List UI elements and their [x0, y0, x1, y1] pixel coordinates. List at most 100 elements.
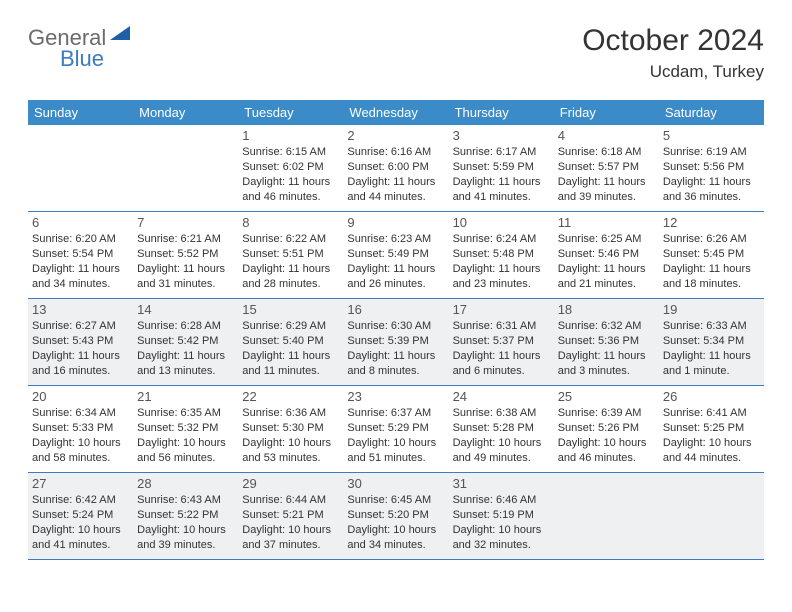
sunset-text: Sunset: 5:52 PM [137, 247, 234, 262]
daylight-text: Daylight: 11 hours and 21 minutes. [558, 262, 655, 292]
day-number: 25 [558, 389, 655, 404]
daylight-text: Daylight: 10 hours and 51 minutes. [347, 436, 444, 466]
day-info: Sunrise: 6:33 AMSunset: 5:34 PMDaylight:… [663, 319, 760, 378]
daylight-text: Daylight: 11 hours and 13 minutes. [137, 349, 234, 379]
sunset-text: Sunset: 5:59 PM [453, 160, 550, 175]
day-cell [554, 473, 659, 559]
sunrise-text: Sunrise: 6:46 AM [453, 493, 550, 508]
day-number: 29 [242, 476, 339, 491]
day-cell [133, 125, 238, 211]
day-number: 30 [347, 476, 444, 491]
day-info: Sunrise: 6:35 AMSunset: 5:32 PMDaylight:… [137, 406, 234, 465]
sunset-text: Sunset: 5:19 PM [453, 508, 550, 523]
calendar-page: General Blue October 2024 Ucdam, Turkey … [0, 0, 792, 584]
sunrise-text: Sunrise: 6:43 AM [137, 493, 234, 508]
weekday-header: Sunday [28, 100, 133, 125]
daylight-text: Daylight: 11 hours and 34 minutes. [32, 262, 129, 292]
day-number: 16 [347, 302, 444, 317]
sunset-text: Sunset: 5:48 PM [453, 247, 550, 262]
day-info: Sunrise: 6:39 AMSunset: 5:26 PMDaylight:… [558, 406, 655, 465]
daylight-text: Daylight: 11 hours and 18 minutes. [663, 262, 760, 292]
day-number: 24 [453, 389, 550, 404]
logo-triangle-icon [110, 24, 130, 45]
day-info: Sunrise: 6:31 AMSunset: 5:37 PMDaylight:… [453, 319, 550, 378]
day-cell: 3Sunrise: 6:17 AMSunset: 5:59 PMDaylight… [449, 125, 554, 211]
day-cell: 19 Sunrise: 6:33 AMSunset: 5:34 PMDayligh… [659, 299, 764, 385]
sunrise-text: Sunrise: 6:27 AM [32, 319, 129, 334]
day-number: 20 [32, 389, 129, 404]
day-cell: 30Sunrise: 6:45 AMSunset: 5:20 PMDayligh… [343, 473, 448, 559]
daylight-text: Daylight: 11 hours and 41 minutes. [453, 175, 550, 205]
daylight-text: Daylight: 10 hours and 39 minutes. [137, 523, 234, 553]
sunset-text: Sunset: 5:33 PM [32, 421, 129, 436]
sunset-text: Sunset: 5:36 PM [558, 334, 655, 349]
day-number: 6 [32, 215, 129, 230]
day-info: Sunrise: 6:28 AMSunset: 5:42 PMDaylight:… [137, 319, 234, 378]
day-info: Sunrise: 6:41 AMSunset: 5:25 PMDaylight:… [663, 406, 760, 465]
page-header: General Blue October 2024 Ucdam, Turkey [28, 24, 764, 82]
daylight-text: Daylight: 10 hours and 53 minutes. [242, 436, 339, 466]
sunset-text: Sunset: 5:21 PM [242, 508, 339, 523]
day-info: Sunrise: 6:32 AMSunset: 5:36 PMDaylight:… [558, 319, 655, 378]
daylight-text: Daylight: 10 hours and 49 minutes. [453, 436, 550, 466]
daylight-text: Daylight: 11 hours and 3 minutes. [558, 349, 655, 379]
day-cell: 15Sunrise: 6:29 AMSunset: 5:40 PMDayligh… [238, 299, 343, 385]
day-cell: 28Sunrise: 6:43 AMSunset: 5:22 PMDayligh… [133, 473, 238, 559]
daylight-text: Daylight: 10 hours and 58 minutes. [32, 436, 129, 466]
weekday-header: Thursday [449, 100, 554, 125]
daylight-text: Daylight: 11 hours and 28 minutes. [242, 262, 339, 292]
day-number: 11 [558, 215, 655, 230]
sunrise-text: Sunrise: 6:37 AM [347, 406, 444, 421]
day-cell: 23 Sunrise: 6:37 AMSunset: 5:29 PMDayligh… [343, 386, 448, 472]
daylight-text: Daylight: 11 hours and 8 minutes. [347, 349, 444, 379]
weekday-header: Tuesday [238, 100, 343, 125]
day-number: 8 [242, 215, 339, 230]
sunset-text: Sunset: 5:37 PM [453, 334, 550, 349]
weekday-header: Saturday [659, 100, 764, 125]
sunrise-text: Sunrise: 6:28 AM [137, 319, 234, 334]
calendar-grid: SundayMondayTuesdayWednesdayThursdayFrid… [28, 100, 764, 560]
day-info: Sunrise: 6:15 AMSunset: 6:02 PMDaylight:… [242, 145, 339, 204]
sunset-text: Sunset: 5:43 PM [32, 334, 129, 349]
sunrise-text: Sunrise: 6:20 AM [32, 232, 129, 247]
sunrise-text: Sunrise: 6:19 AM [663, 145, 760, 160]
logo-text-2: Blue [60, 46, 104, 72]
sunset-text: Sunset: 5:46 PM [558, 247, 655, 262]
day-number: 19 [663, 302, 760, 317]
day-number: 1 [242, 128, 339, 143]
weekday-header-row: SundayMondayTuesdayWednesdayThursdayFrid… [28, 100, 764, 125]
sunrise-text: Sunrise: 6:38 AM [453, 406, 550, 421]
day-info: Sunrise: 6:30 AMSunset: 5:39 PMDaylight:… [347, 319, 444, 378]
day-cell: 29 Sunrise: 6:44 AMSunset: 5:21 PMDayligh… [238, 473, 343, 559]
sunset-text: Sunset: 5:30 PM [242, 421, 339, 436]
day-cell: 18Sunrise: 6:32 AMSunset: 5:36 PMDayligh… [554, 299, 659, 385]
day-number: 15 [242, 302, 339, 317]
month-title: October 2024 [582, 24, 764, 58]
sunrise-text: Sunrise: 6:33 AM [663, 319, 760, 334]
sunset-text: Sunset: 5:40 PM [242, 334, 339, 349]
sunrise-text: Sunrise: 6:32 AM [558, 319, 655, 334]
sunset-text: Sunset: 5:29 PM [347, 421, 444, 436]
sunset-text: Sunset: 5:45 PM [663, 247, 760, 262]
sunset-text: Sunset: 5:32 PM [137, 421, 234, 436]
day-info: Sunrise: 6:43 AMSunset: 5:22 PMDaylight:… [137, 493, 234, 552]
day-cell: 14Sunrise: 6:28 AMSunset: 5:42 PMDayligh… [133, 299, 238, 385]
day-cell: 13Sunrise: 6:27 AMSunset: 5:43 PMDayligh… [28, 299, 133, 385]
day-number: 5 [663, 128, 760, 143]
day-number: 26 [663, 389, 760, 404]
day-number: 3 [453, 128, 550, 143]
day-info: Sunrise: 6:44 AMSunset: 5:21 PMDaylight:… [242, 493, 339, 552]
week-row: 20 Sunrise: 6:34 AMSunset: 5:33 PMDayligh… [28, 386, 764, 473]
day-number: 23 [347, 389, 444, 404]
title-block: October 2024 Ucdam, Turkey [582, 24, 764, 82]
day-cell: 7Sunrise: 6:21 AMSunset: 5:52 PMDaylight… [133, 212, 238, 298]
sunset-text: Sunset: 5:51 PM [242, 247, 339, 262]
day-info: Sunrise: 6:19 AMSunset: 5:56 PMDaylight:… [663, 145, 760, 204]
day-info: Sunrise: 6:20 AMSunset: 5:54 PMDaylight:… [32, 232, 129, 291]
day-info: Sunrise: 6:34 AMSunset: 5:33 PMDaylight:… [32, 406, 129, 465]
day-number: 9 [347, 215, 444, 230]
day-cell: 5 Sunrise: 6:19 AMSunset: 5:56 PMDaylight… [659, 125, 764, 211]
weekday-header: Friday [554, 100, 659, 125]
day-info: Sunrise: 6:24 AMSunset: 5:48 PMDaylight:… [453, 232, 550, 291]
day-info: Sunrise: 6:38 AMSunset: 5:28 PMDaylight:… [453, 406, 550, 465]
